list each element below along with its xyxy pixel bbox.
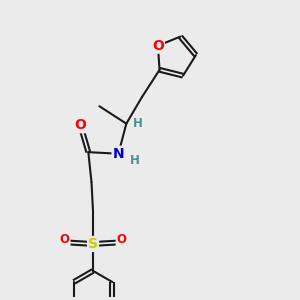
Text: O: O bbox=[152, 39, 164, 53]
Text: O: O bbox=[60, 233, 70, 246]
Text: N: N bbox=[112, 147, 124, 161]
Text: H: H bbox=[130, 154, 140, 167]
Text: H: H bbox=[133, 117, 143, 130]
Text: O: O bbox=[117, 233, 127, 246]
Text: O: O bbox=[74, 118, 86, 132]
Text: S: S bbox=[88, 237, 98, 251]
